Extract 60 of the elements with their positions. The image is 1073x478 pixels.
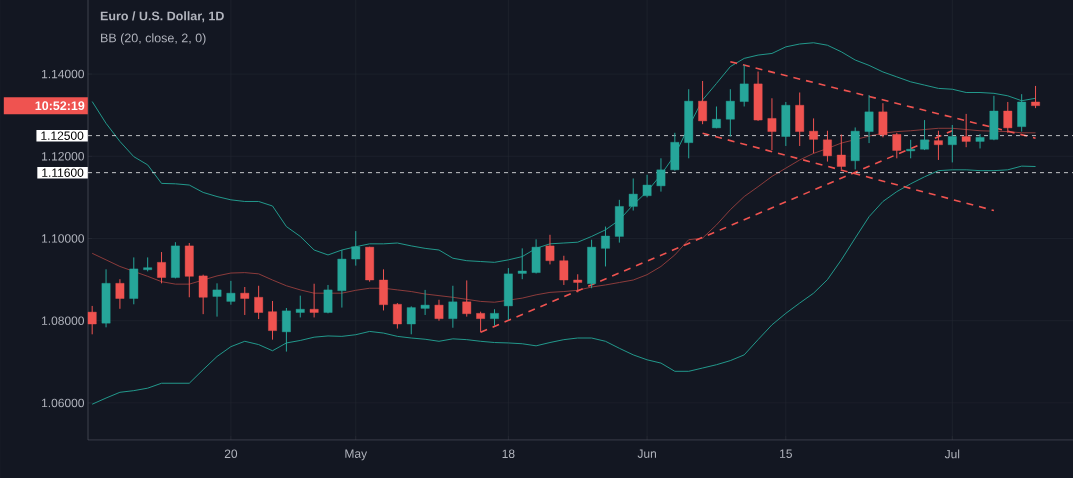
candlestick <box>739 64 749 107</box>
candlestick <box>434 299 444 322</box>
candlestick <box>295 295 305 318</box>
text: Euro / U.S. Dollar, 1D <box>100 11 224 23</box>
candlestick <box>642 174 652 198</box>
candlestick <box>309 283 319 318</box>
candlestick <box>601 226 610 267</box>
candlestick <box>282 307 291 353</box>
candlestick <box>906 139 916 159</box>
candlestick <box>420 289 430 316</box>
candlestick <box>975 133 985 149</box>
candlestick <box>448 285 458 329</box>
candlestick <box>240 286 250 316</box>
y-tick-label: 1.14000 <box>42 69 85 79</box>
candlestick <box>545 234 555 265</box>
candlestick <box>947 124 957 163</box>
candlestick <box>87 305 97 335</box>
candlestick <box>725 88 735 138</box>
candlestick <box>920 119 929 151</box>
candlestick <box>254 285 264 320</box>
text: 10:52:19 <box>35 101 85 111</box>
candlestick <box>393 302 402 330</box>
y-tick-label: 1.12000 <box>42 152 85 161</box>
candlestick <box>864 94 874 144</box>
x-tick-label: Jun <box>637 449 656 458</box>
x-tick-label: 18 <box>502 449 515 459</box>
y-tick-label: 1.10000 <box>42 234 85 243</box>
x-tick-label: Jul <box>944 449 960 459</box>
candlestick <box>323 284 333 314</box>
x-tick-label: May <box>345 449 368 461</box>
y-tick-label: 1.08000 <box>42 316 85 325</box>
candlestick <box>628 177 638 212</box>
candlestick <box>656 157 666 193</box>
candlestick <box>823 130 832 163</box>
candlestick <box>878 102 888 138</box>
x-tick-label: 15 <box>780 449 792 458</box>
candlestick <box>809 117 818 154</box>
candlestick <box>517 247 527 280</box>
candlestick <box>115 278 125 310</box>
text: BB (20, close, 2, 0) <box>101 33 206 45</box>
candlestick <box>961 113 971 148</box>
y-tick-label: 1.06000 <box>42 398 85 408</box>
candlestick <box>226 280 236 306</box>
candlestick <box>406 305 416 335</box>
candlestick <box>351 230 361 267</box>
candlestick <box>1003 101 1013 134</box>
candlestick <box>157 251 166 284</box>
ref-line-label: 1.12500 <box>41 131 84 140</box>
candlestick <box>559 255 569 286</box>
x-tick-label: 20 <box>224 449 238 459</box>
candlestick <box>1031 85 1040 109</box>
candlestick <box>698 80 707 125</box>
candlestick <box>212 282 222 318</box>
candlestick <box>198 274 208 315</box>
candlestick <box>892 132 902 159</box>
candlestick <box>462 279 472 318</box>
candlestick <box>712 105 721 129</box>
ref-line-label: 1.11600 <box>42 168 84 177</box>
candlestick <box>268 300 277 341</box>
candlestick <box>573 273 583 293</box>
